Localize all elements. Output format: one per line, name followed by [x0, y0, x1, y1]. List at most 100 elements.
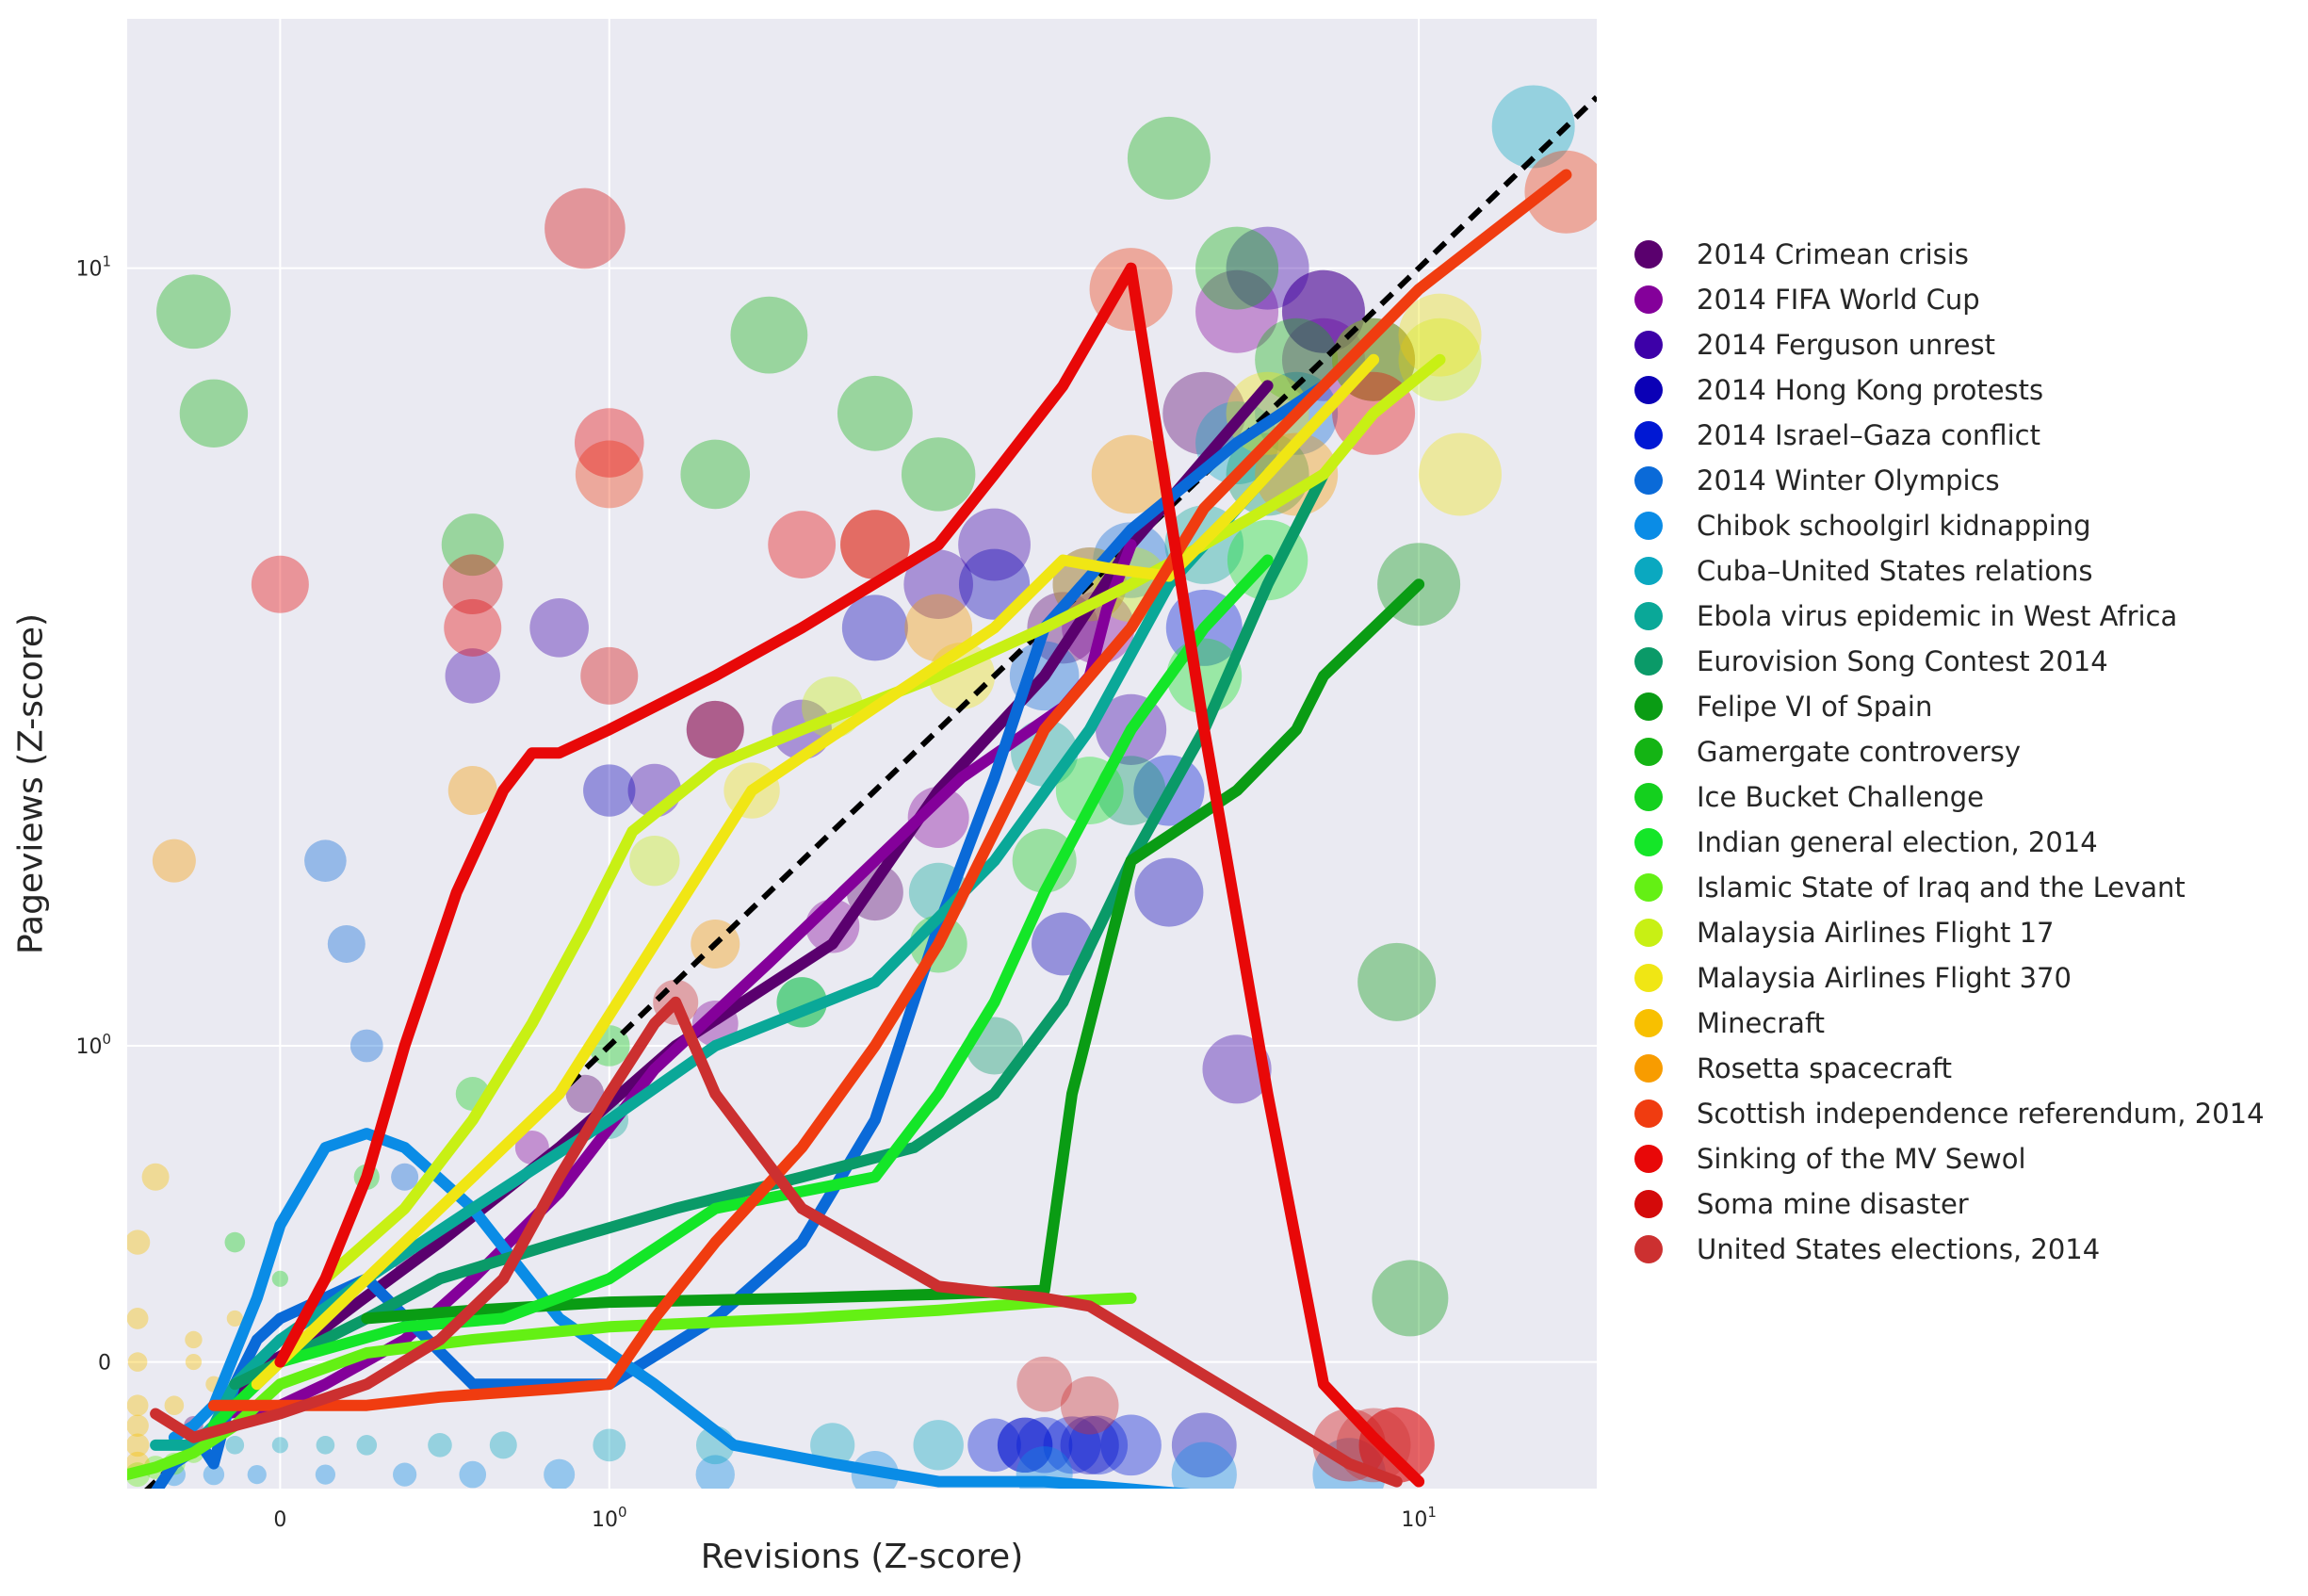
point-5-3	[391, 1163, 419, 1191]
legend-item-15: Malaysia Airlines Flight 17	[1634, 910, 2294, 955]
point-20-0	[251, 555, 309, 613]
point-17-8	[164, 1395, 185, 1416]
point-17-5	[127, 1308, 149, 1329]
legend-item-18: Rosetta spacecraft	[1634, 1046, 2294, 1091]
legend-item-22: United States elections, 2014	[1634, 1227, 2294, 1272]
point-3-8	[997, 1417, 1053, 1474]
legend-item-13: Indian general election, 2014	[1634, 820, 2294, 865]
point-6-10	[1171, 1441, 1237, 1489]
point-4-4	[1068, 1415, 1129, 1475]
legend-item-0: 2014 Crimean crisis	[1634, 232, 2294, 277]
legend-marker-20	[1634, 1145, 1663, 1173]
legend-marker-8	[1634, 602, 1663, 630]
point-7-1	[225, 1436, 245, 1455]
point-15-0	[629, 835, 680, 887]
point-10-2	[1357, 942, 1437, 1021]
legend-item-1: 2014 FIFA World Cup	[1634, 277, 2294, 322]
legend-label-0: 2014 Crimean crisis	[1697, 238, 1969, 270]
legend-item-19: Scottish independence referendum, 2014	[1634, 1091, 2294, 1136]
legend-marker-0	[1634, 240, 1663, 269]
legend-item-16: Malaysia Airlines Flight 370	[1634, 955, 2294, 1001]
point-11-3	[680, 439, 751, 510]
legend-item-2: 2014 Ferguson unrest	[1634, 322, 2294, 367]
point-12-1	[271, 1270, 288, 1287]
legend-label-6: Chibok schoolgirl kidnapping	[1697, 510, 2091, 542]
point-20-2	[574, 408, 644, 478]
legend-marker-14	[1634, 873, 1663, 902]
legend-label-8: Ebola virus epidemic in West Africa	[1697, 600, 2178, 632]
point-2-4	[903, 549, 973, 620]
point-11-0	[156, 274, 231, 350]
point-11-2	[441, 513, 504, 577]
point-4-1	[997, 1417, 1053, 1474]
point-2-5	[958, 508, 1031, 581]
point-6-9	[1016, 1446, 1073, 1489]
point-21-0	[442, 554, 503, 615]
legend-marker-22	[1634, 1235, 1663, 1263]
plot-background	[127, 19, 1597, 1489]
point-7-2	[271, 1437, 288, 1454]
legend-label-17: Minecraft	[1697, 1007, 1826, 1039]
legend-item-7: Cuba–United States relations	[1634, 548, 2294, 594]
point-20-1	[444, 598, 502, 657]
point-7-10	[913, 1420, 964, 1471]
legend-marker-5	[1634, 466, 1663, 495]
series-line-15	[319, 353, 1446, 1285]
legend-marker-2	[1634, 331, 1663, 359]
legend-marker-4	[1634, 421, 1663, 449]
point-11-7	[1127, 116, 1211, 200]
point-17-1	[127, 1414, 149, 1438]
point-0-7	[1281, 269, 1365, 353]
point-5-2	[349, 1029, 383, 1063]
legend-marker-15	[1634, 919, 1663, 947]
point-11-5	[837, 375, 913, 451]
point-16-4	[1398, 293, 1482, 377]
point-1-5	[1195, 269, 1279, 353]
point-18-3	[904, 594, 973, 662]
point-17-0	[127, 1394, 149, 1417]
point-3-3	[958, 548, 1031, 620]
legend-label-12: Ice Bucket Challenge	[1697, 781, 1984, 813]
legend-label-5: 2014 Winter Olympics	[1697, 464, 2000, 497]
legend-marker-17	[1634, 1009, 1663, 1037]
point-6-3	[315, 1464, 336, 1485]
point-18-1	[447, 766, 497, 816]
legend-label-7: Cuba–United States relations	[1697, 555, 2093, 587]
series-line-13	[207, 554, 1274, 1432]
point-6-4	[393, 1462, 417, 1487]
point-7-7	[593, 1428, 626, 1462]
point-3-7	[1060, 1415, 1119, 1474]
point-6-1	[203, 1463, 225, 1486]
point-2-1	[529, 598, 589, 658]
point-4-0	[967, 1418, 1021, 1473]
point-1-3	[907, 787, 969, 849]
point-11-6	[901, 437, 976, 512]
y-tick-label-2: 101	[75, 253, 111, 282]
point-17-2	[127, 1433, 150, 1458]
legend-item-14: Islamic State of Iraq and the Levant	[1634, 865, 2294, 910]
point-11-8	[1195, 226, 1279, 310]
reference-diagonal	[144, 95, 1597, 1489]
legend-label-13: Indian general election, 2014	[1697, 826, 2098, 858]
legend-label-4: 2014 Israel–Gaza conflict	[1697, 419, 2040, 451]
point-11-1	[179, 379, 249, 448]
point-11-9	[1255, 318, 1339, 401]
legend-marker-12	[1634, 783, 1663, 811]
point-5-1	[327, 924, 366, 963]
point-20-3	[768, 511, 837, 578]
legend-label-11: Gamergate controversy	[1697, 736, 2022, 768]
point-4-2	[1016, 1417, 1073, 1474]
y-tick-label-0: 0	[98, 1352, 111, 1376]
legend-item-4: 2014 Israel–Gaza conflict	[1634, 413, 2294, 458]
point-7-4	[356, 1435, 378, 1456]
point-21-6	[1358, 1407, 1435, 1483]
point-22-1	[1016, 1356, 1072, 1412]
point-6-5	[459, 1460, 487, 1489]
y-axis-label: Pageviews (Z-score)	[11, 612, 51, 955]
legend-item-9: Eurovision Song Contest 2014	[1634, 639, 2294, 684]
point-20-4	[1358, 1407, 1435, 1483]
point-2-0	[445, 648, 500, 704]
point-7-6	[489, 1431, 517, 1459]
point-7-3	[316, 1436, 335, 1455]
legend-label-1: 2014 FIFA World Cup	[1697, 284, 1980, 316]
